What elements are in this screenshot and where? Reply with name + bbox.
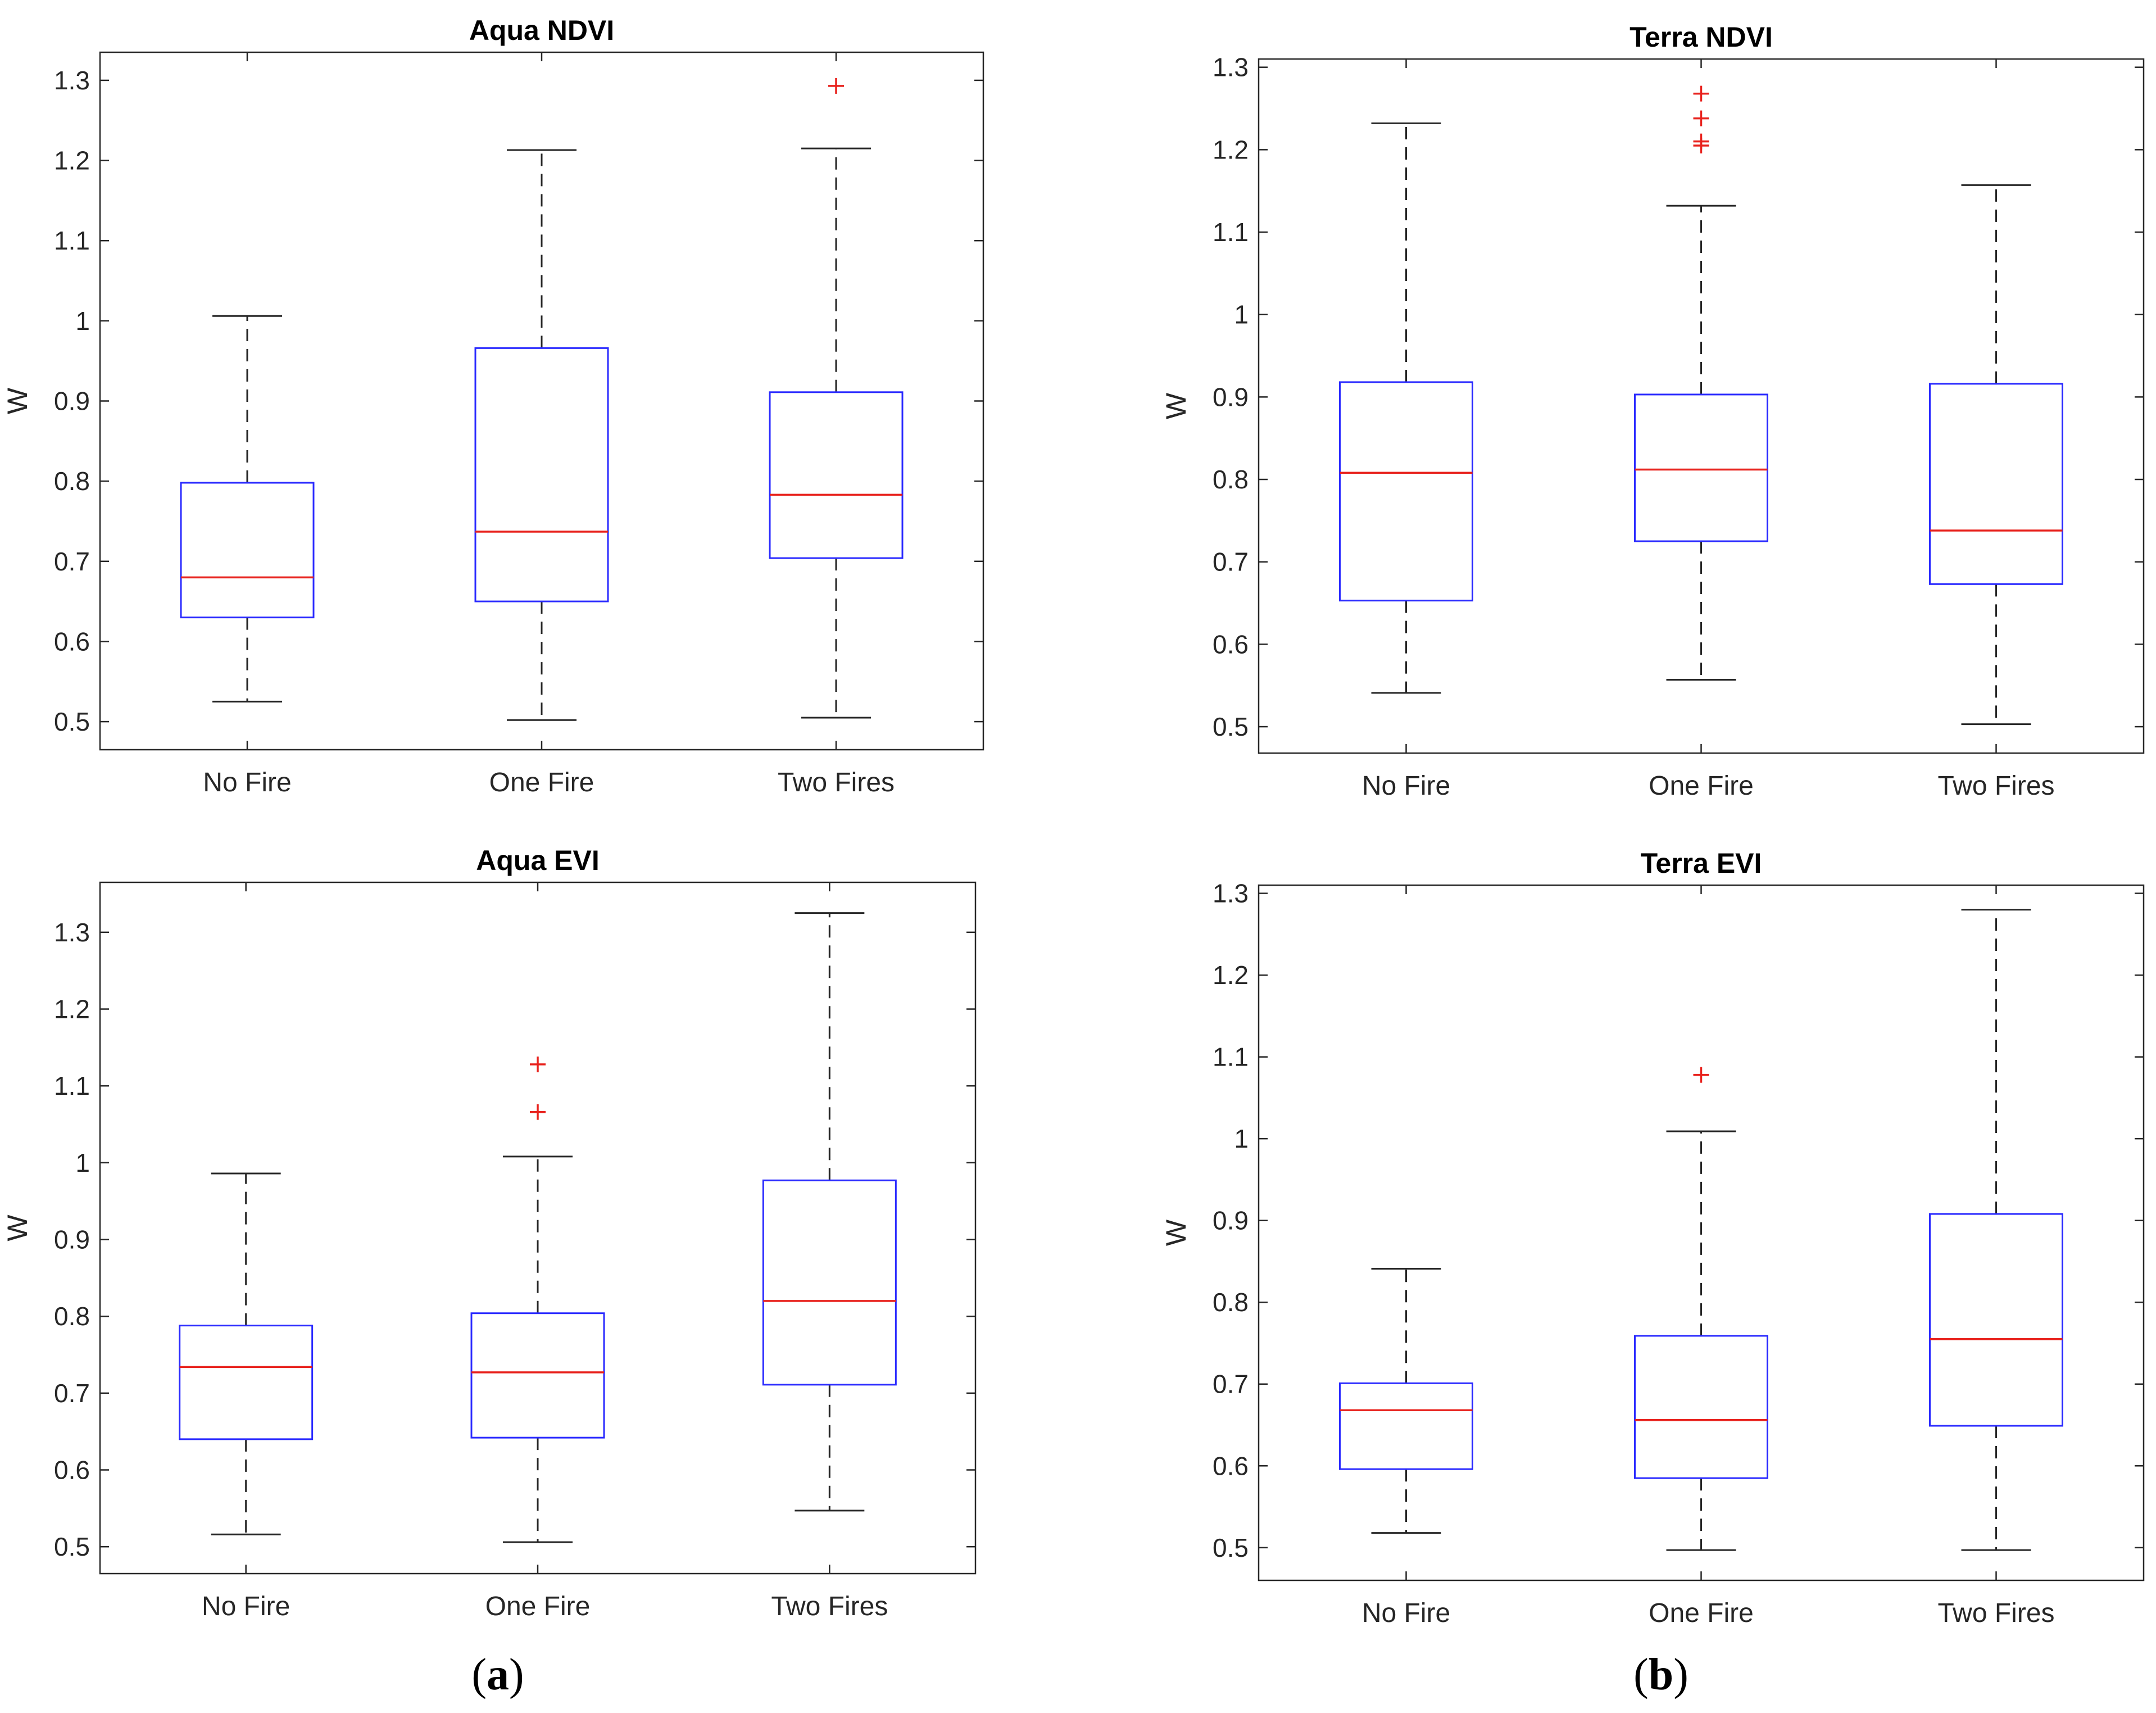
box-two-fires (762, 912, 897, 1512)
y-tick-label: 1.2 (1213, 135, 1249, 164)
y-tick-label: 0.6 (1213, 629, 1249, 659)
box-no-fire (1339, 122, 1473, 694)
x-tick-label: No Fire (1362, 1598, 1450, 1628)
y-tick-label: 0.8 (54, 466, 90, 496)
box-two-fires (1929, 184, 2063, 726)
outlier-marker (1693, 110, 1709, 126)
caption-a: (a) (471, 1650, 524, 1700)
y-tick-label: 1.3 (1213, 53, 1249, 82)
x-tick-label: No Fire (202, 1592, 290, 1621)
x-tick-label: No Fire (203, 768, 291, 797)
box-two-fires (1929, 909, 2063, 1551)
y-tick-label: 0.9 (54, 1225, 90, 1254)
y-axis-label: W (2, 387, 33, 414)
box-one-fire (470, 1056, 605, 1543)
y-tick-label: 1 (75, 1148, 90, 1177)
box-one-fire (1634, 1067, 1768, 1551)
x-tick-label: One Fire (1649, 771, 1754, 801)
outlier-marker (828, 78, 844, 94)
iqr-box (1339, 1382, 1473, 1470)
x-tick-label: Two Fires (1937, 1598, 2054, 1628)
chart-title: Aqua EVI (476, 845, 599, 876)
iqr-box (769, 391, 904, 559)
iqr-box (762, 1179, 897, 1386)
y-tick-label: 1.1 (54, 1071, 90, 1100)
chart-title: Terra EVI (1641, 848, 1762, 879)
y-tick-label: 0.5 (1213, 712, 1249, 741)
y-axis-label: W (1160, 1219, 1192, 1246)
box-one-fire (1634, 85, 1768, 681)
chart-title: Terra NDVI (1630, 21, 1773, 53)
iqr-box (1929, 383, 2063, 585)
y-tick-label: 1.1 (1213, 217, 1249, 247)
y-tick-label: 0.9 (1213, 382, 1249, 411)
y-tick-label: 0.6 (54, 627, 90, 656)
iqr-box (179, 1325, 314, 1440)
x-tick-label: Two Fires (778, 768, 895, 797)
caption-b-letter: b (1648, 1650, 1674, 1700)
y-tick-label: 0.9 (1213, 1206, 1249, 1235)
iqr-box (1634, 393, 1768, 542)
x-tick-label: One Fire (489, 768, 594, 797)
y-tick-label: 1.2 (54, 146, 90, 175)
outlier-marker (1693, 133, 1709, 149)
y-axis-label: W (2, 1214, 33, 1241)
y-tick-label: 1 (1234, 300, 1249, 329)
y-tick-label: 1.3 (54, 66, 90, 95)
y-tick-label: 0.9 (54, 387, 90, 416)
caption-a-letter: a (487, 1650, 509, 1700)
y-tick-label: 1 (75, 306, 90, 336)
y-tick-label: 1.3 (1213, 879, 1249, 908)
y-tick-label: 0.8 (54, 1302, 90, 1331)
chart-2: Aqua EVI W 0.5 0.6 0.7 0.8 0.9 1 1.1 1.2 1.3 No Fir… (2, 845, 977, 1621)
y-tick-label: 1 (1234, 1124, 1249, 1153)
outlier-marker (530, 1104, 546, 1120)
y-tick-label: 0.5 (54, 707, 90, 736)
y-tick-label: 1.2 (54, 995, 90, 1024)
y-tick-label: 0.6 (1213, 1451, 1249, 1480)
x-tick-label: Two Fires (771, 1592, 888, 1621)
x-tick-label: One Fire (485, 1592, 591, 1621)
y-tick-label: 0.5 (54, 1532, 90, 1561)
outlier-marker (1693, 85, 1709, 102)
iqr-box (470, 1312, 605, 1439)
box-two-fires (769, 78, 904, 719)
iqr-box (474, 347, 609, 602)
y-axis-label: W (1160, 392, 1192, 419)
box-no-fire (179, 1172, 314, 1535)
y-tick-label: 0.8 (1213, 1288, 1249, 1317)
chart-0: Aqua NDVI W 0.5 0.6 0.7 0.8 0.9 1 1.1 1.2 1.3 No Fi… (2, 15, 984, 797)
y-tick-label: 0.7 (1213, 1370, 1249, 1399)
outlier-marker (1693, 1067, 1709, 1083)
y-tick-label: 0.8 (1213, 465, 1249, 494)
iqr-box (1634, 1335, 1768, 1479)
y-tick-label: 1.3 (54, 918, 90, 947)
y-tick-label: 0.7 (1213, 547, 1249, 577)
y-tick-label: 1.1 (54, 226, 90, 255)
box-one-fire (474, 149, 609, 721)
y-tick-label: 0.5 (1213, 1533, 1249, 1562)
y-tick-label: 0.7 (54, 547, 90, 576)
y-tick-label: 0.7 (54, 1379, 90, 1408)
chart-title: Aqua NDVI (469, 15, 614, 46)
chart-1: Terra NDVI W 0.5 0.6 0.7 0.8 0.9 1 1.1 1.2 1.3 No F… (1160, 21, 2145, 801)
outlier-marker (530, 1056, 546, 1072)
iqr-box (180, 482, 315, 619)
box-no-fire (1339, 1268, 1473, 1534)
x-tick-label: No Fire (1362, 771, 1450, 801)
x-tick-label: One Fire (1649, 1598, 1754, 1628)
box-no-fire (180, 315, 315, 703)
y-tick-label: 0.6 (54, 1456, 90, 1485)
caption-b: (b) (1633, 1650, 1689, 1700)
y-tick-label: 1.1 (1213, 1043, 1249, 1072)
iqr-box (1929, 1213, 2063, 1427)
x-tick-label: Two Fires (1937, 771, 2054, 801)
iqr-box (1339, 381, 1473, 602)
y-tick-label: 1.2 (1213, 960, 1249, 990)
chart-3: Terra EVI W 0.5 0.6 0.7 0.8 0.9 1 1.1 1.2 1.3 No Fi… (1160, 848, 2145, 1628)
